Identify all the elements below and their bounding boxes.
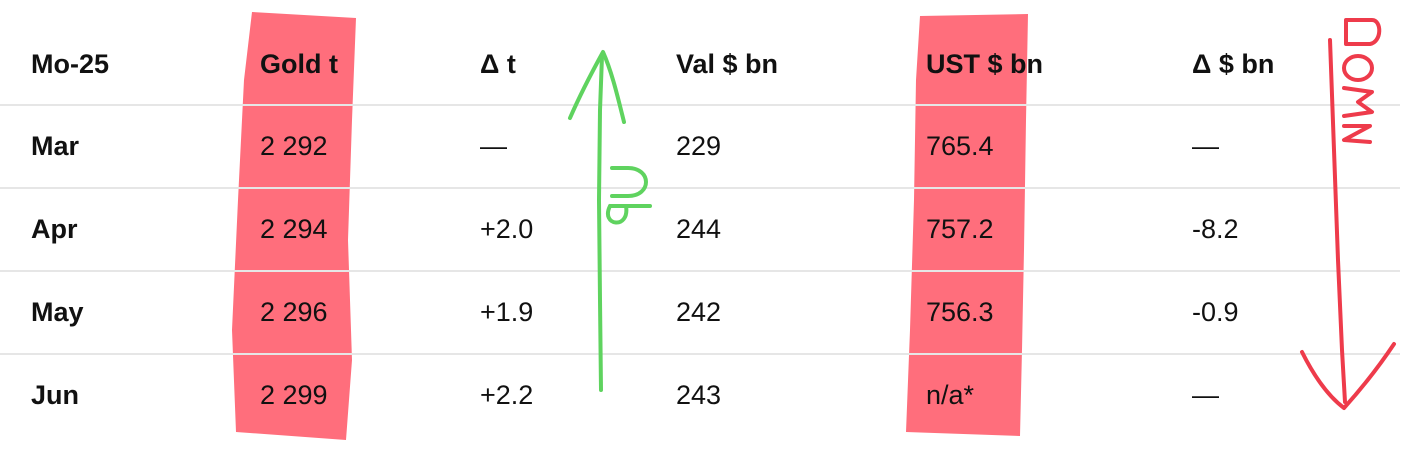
cell-delta-tonnes: +1.9 xyxy=(480,271,676,355)
table-header-row: Mo-25 Gold t Δ t Val $ bn UST $ bn Δ $ b… xyxy=(0,24,1400,106)
cell-value-bn: 229 xyxy=(676,105,926,189)
header-gold-tonnes: Gold t xyxy=(260,24,480,106)
cell-month: May xyxy=(0,271,260,355)
cell-gold-tonnes: 2 299 xyxy=(260,380,328,410)
header-value-bn: Val $ bn xyxy=(676,24,926,106)
holdings-table-wrap: Mo-25 Gold t Δ t Val $ bn UST $ bn Δ $ b… xyxy=(0,24,1416,436)
cell-ust-bn: 756.3 xyxy=(926,271,1192,355)
cell-month: Jun xyxy=(31,380,80,410)
cell-ust-bn: 765.4 xyxy=(926,105,1192,189)
cell-delta-tonnes: +2.0 xyxy=(480,188,676,272)
cell-value-bn: 244 xyxy=(676,188,926,272)
cell-delta-bn: -0.9 xyxy=(1192,271,1400,355)
cell-delta-bn: — xyxy=(1192,380,1219,410)
header-delta-tonnes: Δ t xyxy=(480,24,676,106)
header-month: Mo-25 xyxy=(0,24,260,106)
cell-gold-tonnes: 2 294 xyxy=(260,188,480,272)
table-row: May 2 296 +1.9 242 756.3 -0.9 xyxy=(0,271,1400,355)
table-row: Jun 2 299 +2.2 243 n/a* — xyxy=(0,354,1400,436)
cell-month: Apr xyxy=(0,188,260,272)
cell-delta-tonnes: +2.2 xyxy=(480,380,534,410)
cell-delta-tonnes: — xyxy=(480,105,676,189)
table-row: Apr 2 294 +2.0 244 757.2 -8.2 xyxy=(0,188,1400,272)
cell-delta-bn: — xyxy=(1192,105,1400,189)
cell-month: Mar xyxy=(0,105,260,189)
cell-gold-tonnes: 2 292 xyxy=(260,105,480,189)
cell-ust-bn: 757.2 xyxy=(926,188,1192,272)
cell-ust-bn: n/a* xyxy=(926,380,975,410)
cell-value-bn: 242 xyxy=(676,271,926,355)
header-delta-bn: Δ $ bn xyxy=(1192,24,1400,106)
holdings-table: Mo-25 Gold t Δ t Val $ bn UST $ bn Δ $ b… xyxy=(0,24,1400,436)
table-row: Mar 2 292 — 229 765.4 — xyxy=(0,105,1400,189)
header-ust-bn: UST $ bn xyxy=(926,24,1192,106)
cell-gold-tonnes: 2 296 xyxy=(260,271,480,355)
cell-value-bn: 243 xyxy=(676,380,722,410)
cell-delta-bn: -8.2 xyxy=(1192,188,1400,272)
